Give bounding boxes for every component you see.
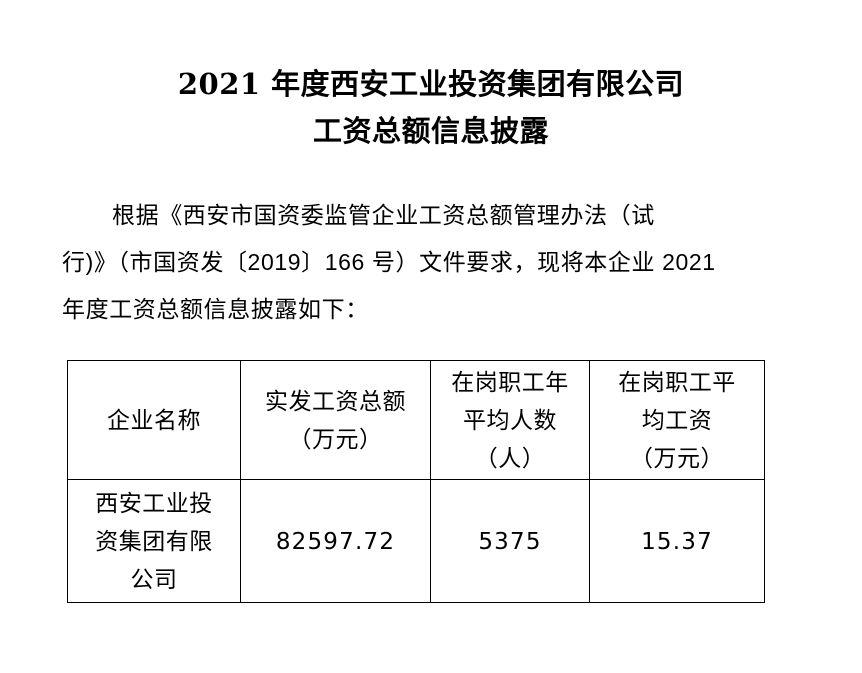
table-header-enterprise-name-line-1: 企业名称 xyxy=(107,407,201,433)
table-header-paid-wages-total-line-2: （万元） xyxy=(288,426,383,452)
table-header-row: 企业名称 实发工资总额 （万元） 在岗职工年 平均人数 （人） xyxy=(67,360,765,480)
cell-enterprise-name-line-1: 西安工业投 xyxy=(95,490,213,516)
cell-average-headcount-value: 5375 xyxy=(478,528,542,555)
page-title-line-1: 2021 年度西安工业投资集团有限公司 xyxy=(177,67,685,102)
table-header-enterprise-name: 企业名称 xyxy=(67,360,241,480)
table-header-average-wage-line-3: （万元） xyxy=(630,445,724,471)
cell-average-wage: 15.37 xyxy=(589,479,765,603)
table-header-average-wage-line-2: 均工资 xyxy=(641,407,713,433)
table-header-average-wage-line-1: 在岗职工平 xyxy=(618,369,736,395)
cell-enterprise-name: 西安工业投 资集团有限 公司 xyxy=(67,479,241,603)
table-header-paid-wages-total-line-1: 实发工资总额 xyxy=(265,388,406,414)
cell-paid-wages-total-value: 82597.72 xyxy=(275,528,396,555)
table-header-average-headcount-line-3: （人） xyxy=(474,445,546,471)
table-header-average-headcount-line-1: 在岗职工年 xyxy=(451,369,569,395)
cell-paid-wages-total: 82597.72 xyxy=(240,479,431,603)
table-header-average-headcount: 在岗职工年 平均人数 （人） xyxy=(430,360,590,480)
body-paragraph-line-1: 根据《西安市国资委监管企业工资总额管理办法（试 xyxy=(112,202,655,228)
body-paragraph-line-2: 行)》（市国资发〔2019〕166 号）文件要求，现将本企业 2021 xyxy=(62,249,716,275)
table-header-average-wage: 在岗职工平 均工资 （万元） xyxy=(589,360,765,480)
table-header-paid-wages-total: 实发工资总额 （万元） xyxy=(240,360,431,480)
cell-average-headcount: 5375 xyxy=(430,479,590,603)
table-header-average-headcount-line-2: 平均人数 xyxy=(463,407,557,433)
page-title-line-2: 工资总额信息披露 xyxy=(312,114,549,149)
table-row: 西安工业投 资集团有限 公司 82597.72 5375 15.37 xyxy=(67,479,765,603)
page-title: 2021 年度西安工业投资集团有限公司 工资总额信息披露 xyxy=(0,61,862,155)
cell-average-wage-value: 15.37 xyxy=(641,528,713,555)
body-paragraph: 根据《西安市国资委监管企业工资总额管理办法（试 行)》（市国资发〔2019〕16… xyxy=(62,192,768,333)
cell-enterprise-name-line-2: 资集团有限 xyxy=(95,528,213,554)
cell-enterprise-name-line-3: 公司 xyxy=(130,566,178,592)
wage-disclosure-table: 企业名称 实发工资总额 （万元） 在岗职工年 平均人数 （人） xyxy=(67,360,765,603)
body-paragraph-line-3: 年度工资总额信息披露如下： xyxy=(62,296,369,322)
